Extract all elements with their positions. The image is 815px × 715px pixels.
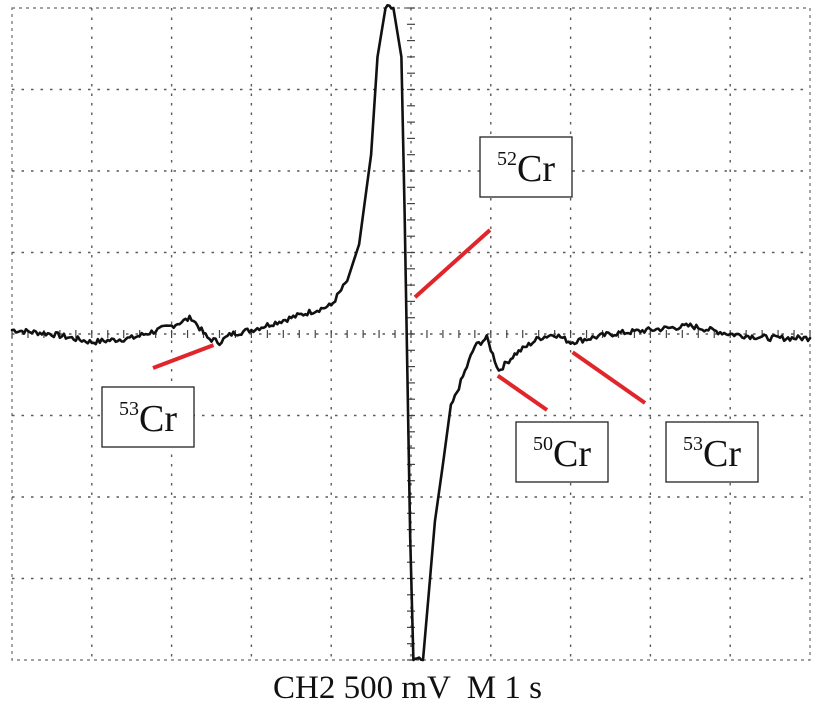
- caption-timebase: M 1 s: [466, 670, 542, 706]
- isotope-text: 50Cr: [533, 433, 591, 475]
- pointer-line: [413, 228, 492, 299]
- mass-number: 50: [533, 433, 553, 455]
- isotope-text: 52Cr: [497, 148, 555, 190]
- mass-number: 53: [683, 433, 703, 455]
- caption-channel: CH2: [273, 670, 336, 706]
- trace-layer: [10, 4, 812, 662]
- isotope-text: 53Cr: [683, 433, 741, 475]
- element-symbol: Cr: [139, 398, 177, 440]
- pointer-line: [571, 350, 647, 405]
- mass-number: 52: [497, 148, 517, 170]
- element-symbol: Cr: [703, 433, 741, 475]
- isotope-label-50-3: 50Cr: [496, 374, 609, 483]
- scope-caption: CH2 500 mV M 1 s: [0, 668, 815, 708]
- pointer-line: [152, 343, 215, 370]
- label-box: [101, 386, 195, 448]
- element-symbol: Cr: [517, 148, 555, 190]
- label-box: [665, 421, 759, 483]
- label-box: [515, 421, 609, 483]
- caption-scale: 500 mV: [343, 670, 451, 706]
- isotope-label-53-4: 53Cr: [571, 350, 759, 483]
- isotope-label-53-1: 53Cr: [101, 343, 215, 448]
- isotope-text: 53Cr: [119, 398, 177, 440]
- mass-number: 53: [119, 398, 139, 420]
- pointer-line: [496, 374, 549, 412]
- label-box: [479, 136, 573, 198]
- element-symbol: Cr: [553, 433, 591, 475]
- isotope-label-52-2: 52Cr: [413, 136, 573, 299]
- signal-trace: [10, 4, 812, 662]
